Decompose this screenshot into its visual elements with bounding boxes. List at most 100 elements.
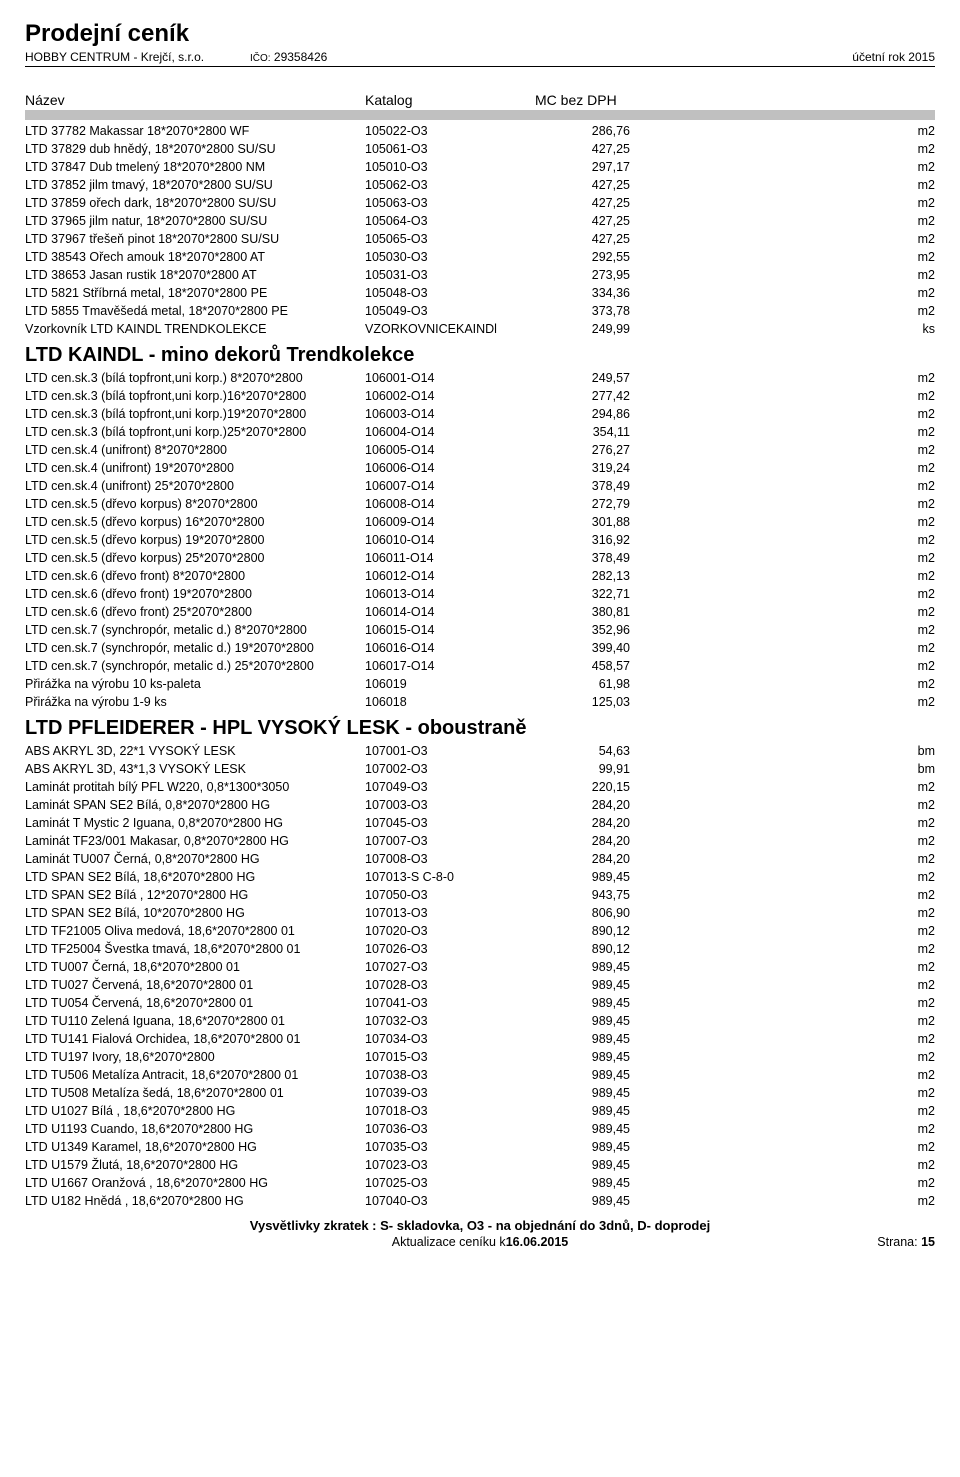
cell-catalog: 107003-O3 <box>365 796 510 814</box>
cell-name: LTD TU054 Červená, 18,6*2070*2800 01 <box>25 994 365 1012</box>
cell-price: 989,45 <box>510 1174 640 1192</box>
cell-unit: m2 <box>640 796 935 814</box>
section-3-title: LTD PFLEIDERER - HPL VYSOKÝ LESK - obous… <box>25 717 935 740</box>
cell-catalog: 107007-O3 <box>365 832 510 850</box>
cell-catalog: 107039-O3 <box>365 1084 510 1102</box>
cell-catalog: 105061-O3 <box>365 140 510 158</box>
cell-name: LTD cen.sk.3 (bílá topfront,uni korp.) 8… <box>25 369 365 387</box>
table-row: LTD 5855 Tmavěšedá metal, 18*2070*2800 P… <box>25 302 935 320</box>
cell-price: 282,13 <box>510 567 640 585</box>
cell-catalog: 106008-O14 <box>365 495 510 513</box>
cell-unit: m2 <box>640 248 935 266</box>
table-row: LTD U1027 Bílá , 18,6*2070*2800 HG107018… <box>25 1102 935 1120</box>
table-row: Laminát TF23/001 Makasar, 0,8*2070*2800 … <box>25 832 935 850</box>
cell-unit: m2 <box>640 994 935 1012</box>
cell-price: 273,95 <box>510 266 640 284</box>
ico-value: 29358426 <box>274 50 327 64</box>
cell-unit: m2 <box>640 639 935 657</box>
cell-unit: m2 <box>640 176 935 194</box>
cell-name: LTD TU508 Metalíza šedá, 18,6*2070*2800 … <box>25 1084 365 1102</box>
cell-price: 989,45 <box>510 976 640 994</box>
cell-price: 989,45 <box>510 1120 640 1138</box>
table-row: LTD 37852 jilm tmavý, 18*2070*2800 SU/SU… <box>25 176 935 194</box>
table-row: LTD 38653 Jasan rustik 18*2070*2800 AT10… <box>25 266 935 284</box>
cell-name: LTD U1579 Žlutá, 18,6*2070*2800 HG <box>25 1156 365 1174</box>
cell-unit: m2 <box>640 158 935 176</box>
table-row: LTD SPAN SE2 Bílá, 18,6*2070*2800 HG1070… <box>25 868 935 886</box>
cell-price: 284,20 <box>510 796 640 814</box>
table-row: LTD 37782 Makassar 18*2070*2800 WF105022… <box>25 122 935 140</box>
cell-price: 277,42 <box>510 387 640 405</box>
cell-catalog: 107041-O3 <box>365 994 510 1012</box>
cell-name: LTD TU027 Červená, 18,6*2070*2800 01 <box>25 976 365 994</box>
cell-catalog: 107032-O3 <box>365 1012 510 1030</box>
cell-unit: m2 <box>640 423 935 441</box>
table-row: LTD 37847 Dub tmelený 18*2070*2800 NM105… <box>25 158 935 176</box>
cell-name: Laminát T Mystic 2 Iguana, 0,8*2070*2800… <box>25 814 365 832</box>
cell-name: Laminát TF23/001 Makasar, 0,8*2070*2800 … <box>25 832 365 850</box>
header-bar <box>25 110 935 120</box>
cell-catalog: 105065-O3 <box>365 230 510 248</box>
cell-name: LTD 37847 Dub tmelený 18*2070*2800 NM <box>25 158 365 176</box>
table-row: Laminát SPAN SE2 Bílá, 0,8*2070*2800 HG1… <box>25 796 935 814</box>
table-row: LTD cen.sk.3 (bílá topfront,uni korp.)19… <box>25 405 935 423</box>
table-row: LTD cen.sk.3 (bílá topfront,uni korp.)16… <box>25 387 935 405</box>
cell-price: 297,17 <box>510 158 640 176</box>
cell-name: LTD 37782 Makassar 18*2070*2800 WF <box>25 122 365 140</box>
cell-name: LTD SPAN SE2 Bílá, 10*2070*2800 HG <box>25 904 365 922</box>
table-row: LTD cen.sk.5 (dřevo korpus) 19*2070*2800… <box>25 531 935 549</box>
cell-unit: m2 <box>640 387 935 405</box>
cell-price: 378,49 <box>510 549 640 567</box>
cell-price: 286,76 <box>510 122 640 140</box>
table-row: LTD cen.sk.7 (synchropór, metalic d.) 25… <box>25 657 935 675</box>
cell-name: LTD cen.sk.6 (dřevo front) 25*2070*2800 <box>25 603 365 621</box>
cell-price: 276,27 <box>510 441 640 459</box>
cell-unit: m2 <box>640 778 935 796</box>
cell-price: 427,25 <box>510 194 640 212</box>
cell-catalog: 107040-O3 <box>365 1192 510 1210</box>
company-name: HOBBY CENTRUM - Krejčí, s.r.o. <box>25 50 250 64</box>
table-row: LTD TU197 Ivory, 18,6*2070*2800107015-O3… <box>25 1048 935 1066</box>
table-row: Přirážka na výrobu 1-9 ks106018125,03m2 <box>25 693 935 711</box>
cell-name: ABS AKRYL 3D, 22*1 VYSOKÝ LESK <box>25 742 365 760</box>
cell-name: LTD 37829 dub hnědý, 18*2070*2800 SU/SU <box>25 140 365 158</box>
cell-name: LTD U182 Hnědá , 18,6*2070*2800 HG <box>25 1192 365 1210</box>
section-1-rows: LTD 37782 Makassar 18*2070*2800 WF105022… <box>25 122 935 338</box>
cell-price: 989,45 <box>510 1138 640 1156</box>
footer-update: Aktualizace ceníku k 16.06.2015 Strana: … <box>25 1235 935 1249</box>
cell-name: Laminát SPAN SE2 Bílá, 0,8*2070*2800 HG <box>25 796 365 814</box>
col-mc: MC bez DPH <box>535 92 685 108</box>
cell-name: LTD cen.sk.3 (bílá topfront,uni korp.)16… <box>25 387 365 405</box>
cell-name: LTD TU506 Metalíza Antracit, 18,6*2070*2… <box>25 1066 365 1084</box>
cell-catalog: 106004-O14 <box>365 423 510 441</box>
cell-unit: m2 <box>640 266 935 284</box>
cell-catalog: 106011-O14 <box>365 549 510 567</box>
cell-catalog: 106015-O14 <box>365 621 510 639</box>
cell-unit: m2 <box>640 1066 935 1084</box>
cell-price: 249,57 <box>510 369 640 387</box>
page-label: Strana: <box>877 1235 917 1249</box>
cell-unit: m2 <box>640 675 935 693</box>
cell-catalog: 107020-O3 <box>365 922 510 940</box>
cell-catalog: 107015-O3 <box>365 1048 510 1066</box>
cell-unit: m2 <box>640 495 935 513</box>
table-row: Laminát protitah bílý PFL W220, 0,8*1300… <box>25 778 935 796</box>
cell-catalog: 105022-O3 <box>365 122 510 140</box>
cell-name: LTD TF25004 Švestka tmavá, 18,6*2070*280… <box>25 940 365 958</box>
cell-unit: m2 <box>640 621 935 639</box>
cell-price: 989,45 <box>510 994 640 1012</box>
table-row: LTD 37967 třešeň pinot 18*2070*2800 SU/S… <box>25 230 935 248</box>
cell-price: 399,40 <box>510 639 640 657</box>
cell-name: LTD cen.sk.4 (unifront) 19*2070*2800 <box>25 459 365 477</box>
cell-catalog: 106003-O14 <box>365 405 510 423</box>
cell-name: LTD SPAN SE2 Bílá, 18,6*2070*2800 HG <box>25 868 365 886</box>
cell-catalog: 106007-O14 <box>365 477 510 495</box>
table-row: LTD U1579 Žlutá, 18,6*2070*2800 HG107023… <box>25 1156 935 1174</box>
cell-price: 890,12 <box>510 922 640 940</box>
cell-catalog: 105048-O3 <box>365 284 510 302</box>
table-row: LTD U1349 Karamel, 18,6*2070*2800 HG1070… <box>25 1138 935 1156</box>
cell-price: 61,98 <box>510 675 640 693</box>
col-name: Název <box>25 92 365 108</box>
cell-catalog: 107025-O3 <box>365 1174 510 1192</box>
table-row: LTD TU508 Metalíza šedá, 18,6*2070*2800 … <box>25 1084 935 1102</box>
